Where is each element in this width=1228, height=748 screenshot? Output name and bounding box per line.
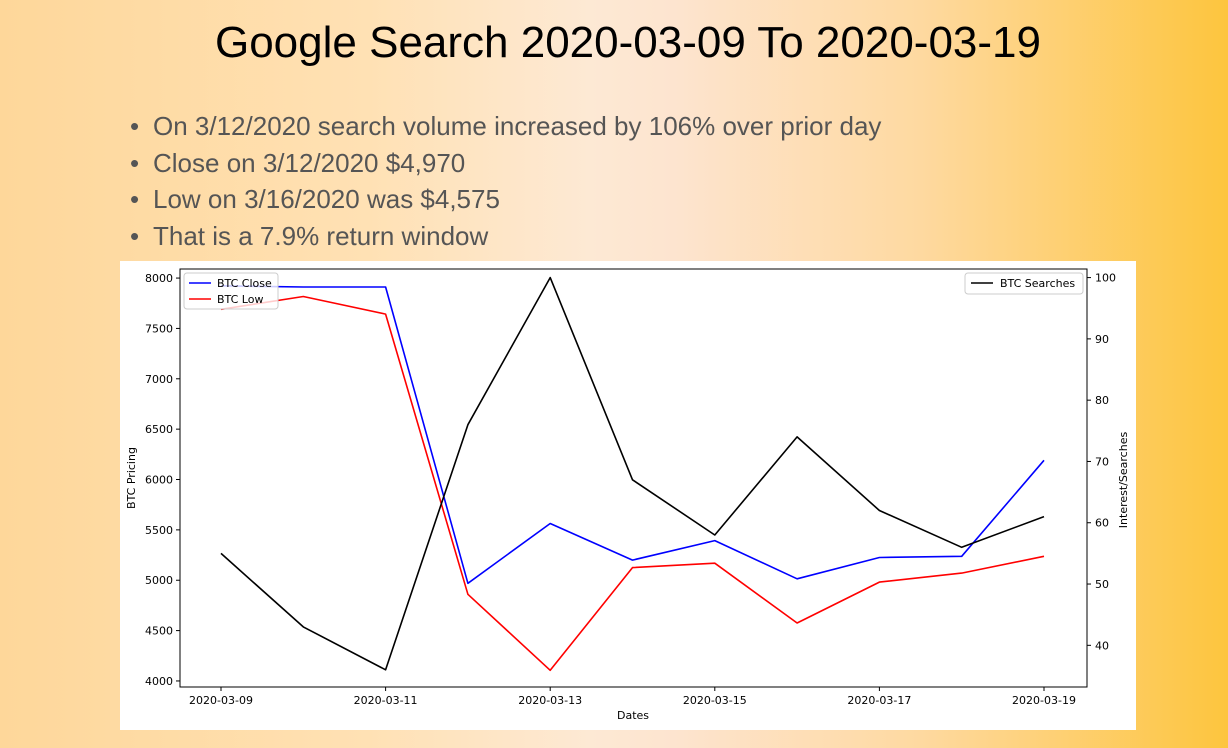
y2-tick-label: 100: [1095, 272, 1116, 285]
legend-left: BTC Close BTC Low: [183, 272, 279, 310]
legend-label-btc-low: BTC Low: [217, 293, 263, 306]
series-line-btc-searches: [220, 276, 1045, 671]
y-tick-label: 6500: [145, 423, 173, 436]
y2-tick-label: 40: [1095, 639, 1109, 652]
bullet-list: On 3/12/2020 search volume increased by …: [130, 108, 881, 254]
x-tick-label: 2020-03-15: [683, 694, 747, 707]
y2-axis-label: Interest/Searches: [1117, 432, 1130, 529]
x-tick-label: 2020-03-17: [847, 694, 911, 707]
bullet-item: Low on 3/16/2020 was $4,575: [130, 181, 881, 218]
legend-left-box: [183, 272, 279, 310]
slide-title: Google Search 2020-03-09 To 2020-03-19: [214, 18, 1041, 67]
legend-label-btc-close: BTC Close: [217, 277, 272, 290]
legend-label-btc-searches: BTC Searches: [1000, 277, 1075, 290]
btc-line-chart: 4000 4500 5000 5500 6000 6500 7000 7500 8000 40 5…: [125, 268, 1130, 722]
y2-tick-label: 50: [1095, 578, 1109, 591]
bullet-item: Close on 3/12/2020 $4,970: [130, 145, 881, 182]
series-line-btc-close: [220, 285, 1045, 585]
legend-right: BTC Searches: [964, 272, 1084, 295]
y2-tick-label: 70: [1095, 455, 1109, 468]
y-tick-label: 4000: [145, 675, 173, 688]
x-tick-label: 2020-03-19: [1012, 694, 1076, 707]
y-tick-label: 5500: [145, 524, 173, 537]
y-tick-label: 7000: [145, 373, 173, 386]
bullet-item: On 3/12/2020 search volume increased by …: [130, 108, 881, 145]
y2-tick-label: 80: [1095, 394, 1109, 407]
chart-panel: 4000 4500 5000 5500 6000 6500 7000 7500 8000 40 5…: [120, 261, 1136, 730]
x-tick-label: 2020-03-09: [189, 694, 253, 707]
x-tick-label: 2020-03-13: [518, 694, 582, 707]
series-line-btc-low: [220, 295, 1045, 672]
y-tick-label: 5000: [145, 574, 173, 587]
y2-tick-label: 90: [1095, 333, 1109, 346]
x-axis-label: Dates: [617, 709, 649, 722]
plot-frame: [179, 268, 1088, 688]
y-tick-label: 7500: [145, 322, 173, 335]
y-tick-label: 6000: [145, 474, 173, 487]
legend-right-box: [964, 272, 1084, 295]
y-tick-label: 4500: [145, 625, 173, 638]
y-tick-label: 8000: [145, 272, 173, 285]
y-axis-label: BTC Pricing: [125, 447, 138, 509]
y2-tick-label: 60: [1095, 517, 1109, 530]
x-tick-label: 2020-03-11: [354, 694, 418, 707]
bullet-item: That is a 7.9% return window: [130, 218, 881, 255]
